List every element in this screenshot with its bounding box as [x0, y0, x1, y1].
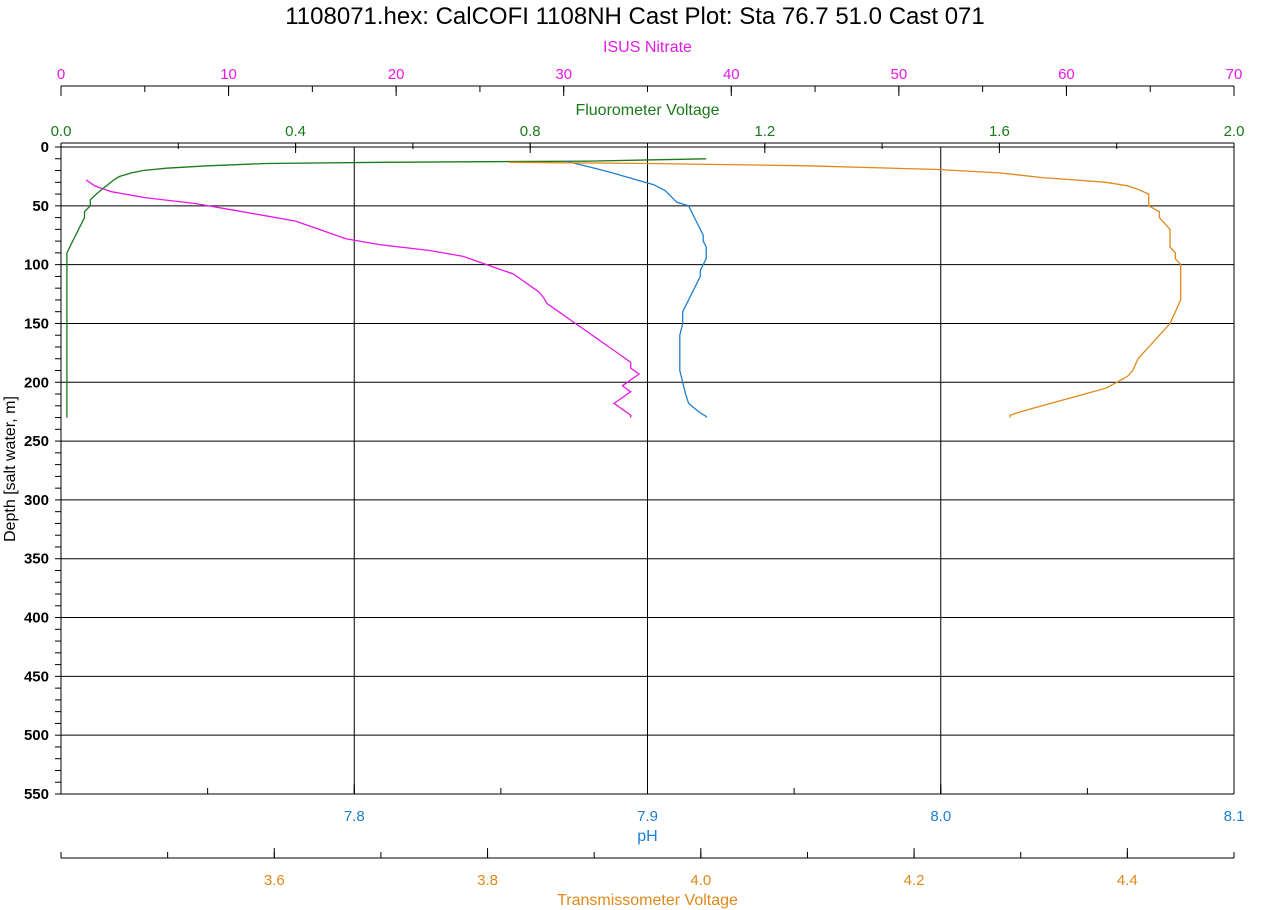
depth-tick-label: 50: [32, 198, 49, 215]
fluorometer-tick-label: 1.2: [754, 123, 775, 140]
fluorometer-tick-label: 1.6: [989, 123, 1010, 140]
nitrate-tick-label: 0: [57, 66, 65, 83]
ph-tick-label: 8.0: [930, 808, 951, 825]
transmissometer-tick-label: 4.4: [1117, 872, 1138, 889]
fluorometer-tick-label: 0.8: [520, 123, 541, 140]
nitrate-tick-label: 30: [555, 66, 572, 83]
grid: [60, 146, 1235, 795]
depth-tick-label: 100: [24, 257, 49, 274]
ph-tick-label: 7.8: [344, 808, 365, 825]
transmissometer-tick-label: 4.0: [690, 872, 711, 889]
y-axis-title: Depth [salt water, m]: [2, 396, 19, 542]
fluorometer-profile-line: [66, 158, 707, 418]
depth-tick-label: 150: [24, 315, 49, 332]
nitrate-tick-label: 70: [1226, 66, 1243, 83]
transmissometer-axis-title: Transmissometer Voltage: [557, 892, 738, 909]
transmissometer-tick-label: 3.8: [477, 872, 498, 889]
nitrate-axis-title: ISUS Nitrate: [603, 39, 692, 56]
depth-tick-label: 450: [24, 668, 49, 685]
nitrate-profile-line: [85, 179, 641, 418]
fluorometer-axis-title: Fluorometer Voltage: [575, 102, 719, 119]
depth-tick-label: 0: [41, 139, 49, 156]
transmissometer-tick-label: 3.6: [264, 872, 285, 889]
depth-tick-label: 350: [24, 551, 49, 568]
chart-title: 1108071.hex: CalCOFI 1108NH Cast Plot: S…: [285, 3, 985, 30]
depth-tick-label: 550: [24, 786, 49, 803]
fluorometer-tick-label: 2.0: [1224, 123, 1245, 140]
nitrate-tick-label: 50: [891, 66, 908, 83]
ph-profile-line: [565, 160, 707, 418]
depth-tick-label: 250: [24, 433, 49, 450]
nitrate-tick-label: 60: [1058, 66, 1075, 83]
nitrate-tick-label: 40: [723, 66, 740, 83]
fluorometer-tick-label: 0.4: [285, 123, 306, 140]
depth-tick-label: 400: [24, 610, 49, 627]
depth-tick-label: 200: [24, 374, 49, 391]
data-series: [66, 158, 1182, 418]
depth-tick-label: 300: [24, 492, 49, 509]
transmissometer-tick-label: 4.2: [904, 872, 925, 889]
depth-tick-label: 500: [24, 727, 49, 744]
nitrate-tick-label: 20: [388, 66, 405, 83]
nitrate-tick-label: 10: [220, 66, 237, 83]
ph-tick-label: 8.1: [1224, 808, 1245, 825]
ph-tick-label: 7.9: [637, 808, 658, 825]
ph-axis-title: pH: [637, 828, 657, 845]
axes: 0 50 100 150 200 250 300 350 400 450 500 550 0 10 20 30…: [24, 39, 1244, 909]
fluorometer-tick-label: 0.0: [51, 123, 72, 140]
transmissometer-profile-line: [508, 161, 1182, 418]
